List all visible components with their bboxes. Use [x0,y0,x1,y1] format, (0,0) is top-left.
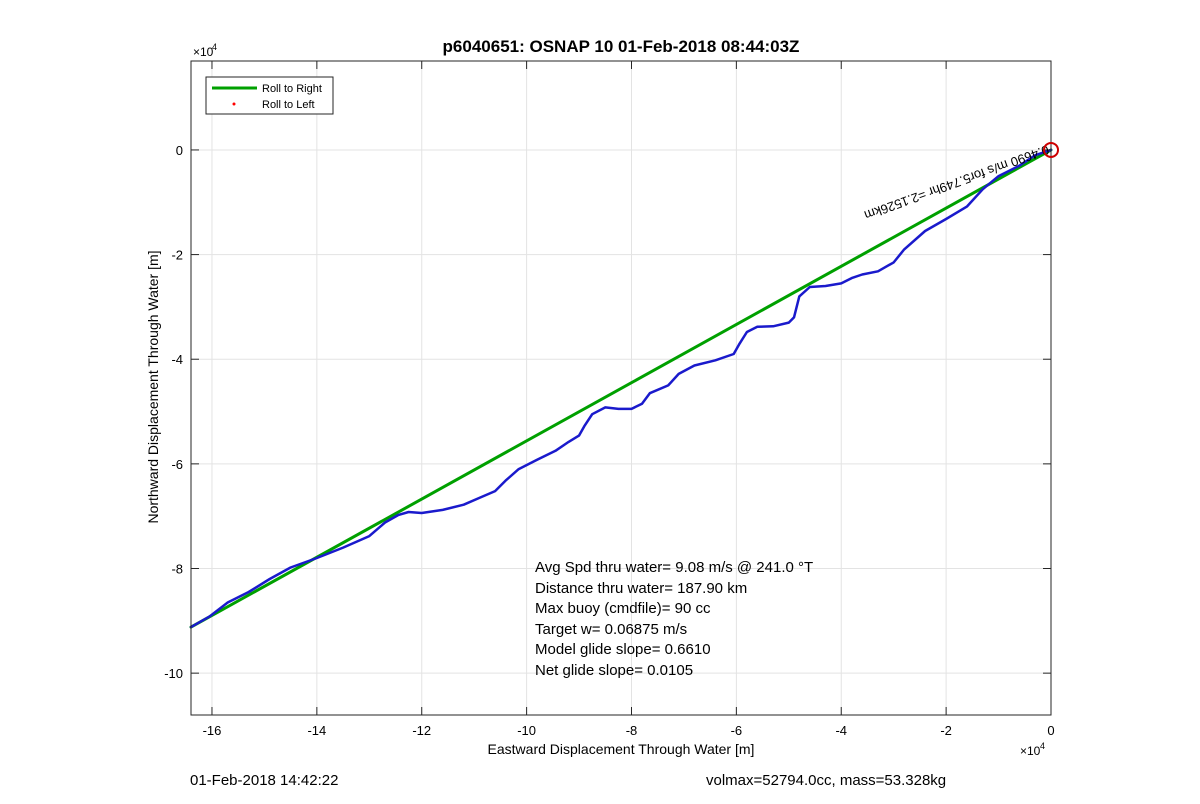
y-axis-label: Northward Displacement Through Water [m] [145,250,161,523]
stat-model-glide: Model glide slope= 0.6610 [535,641,711,658]
x-tick-label: -12 [412,723,431,738]
origin-marker-circle [1043,141,1059,158]
legend-swatch-roll-left [232,102,236,106]
x-exponent-base: ×10 [1020,744,1041,758]
ticks: -16 -14 -12 -10 -8 -6 -4 -2 0 -10 -8 -6 -4 -2 0 [164,61,1055,738]
legend: Roll to Right Roll to Left [205,76,334,115]
chart-title: p6040651: OSNAP 10 01-Feb-2018 08:44:03Z [443,37,800,56]
stat-max-buoy: Max buoy (cmdfile)= 90 cc [535,600,711,617]
current-vector-label: 0.4690 m/s for5.749hr =2.1526km [862,142,1051,223]
legend-label-roll-right: Roll to Right [262,83,322,95]
x-exponent-power: 4 [1040,741,1045,751]
grid [191,61,1052,715]
y-exponent-base: ×10 [193,45,214,59]
series-roll-right-line [189,148,1053,629]
y-tick-label: -2 [171,248,183,263]
stats-annotation: Avg Spd thru water= 9.08 m/s @ 241.0 °T … [535,559,813,679]
x-axis-label: Eastward Displacement Through Water [m] [488,741,755,757]
x-tick-label: -4 [835,723,847,738]
series-layer [189,148,1053,629]
y-tick-label: -4 [171,352,183,367]
footer-timestamp: 01-Feb-2018 14:42:22 [190,772,339,789]
footer-info: volmax=52794.0cc, mass=53.328kg [706,772,947,789]
y-tick-label: -6 [171,457,183,472]
series-track-line [189,148,1053,629]
x-tick-label: -16 [203,723,222,738]
y-exponent-power: 4 [212,42,217,52]
legend-box [205,76,334,115]
y-tick-label: 0 [176,143,183,158]
origin-marker [1043,141,1059,158]
x-tick-label: -8 [626,723,638,738]
stat-target-w: Target w= 0.06875 m/s [535,621,687,638]
legend-label-roll-left: Roll to Left [262,99,315,111]
y-tick-label: -10 [164,666,183,681]
x-tick-label: -14 [307,723,326,738]
x-tick-label: -6 [731,723,743,738]
stat-distance: Distance thru water= 187.90 km [535,580,747,597]
plot-frame [190,60,1052,716]
x-tick-label: -10 [517,723,536,738]
y-exponent: ×10 4 [193,42,217,59]
stat-net-glide: Net glide slope= 0.0105 [535,662,693,679]
x-tick-label: 0 [1047,723,1054,738]
stat-avg-speed: Avg Spd thru water= 9.08 m/s @ 241.0 °T [535,559,813,576]
x-exponent: ×10 4 [1020,741,1045,758]
y-tick-label: -8 [171,562,183,577]
x-tick-label: -2 [940,723,952,738]
